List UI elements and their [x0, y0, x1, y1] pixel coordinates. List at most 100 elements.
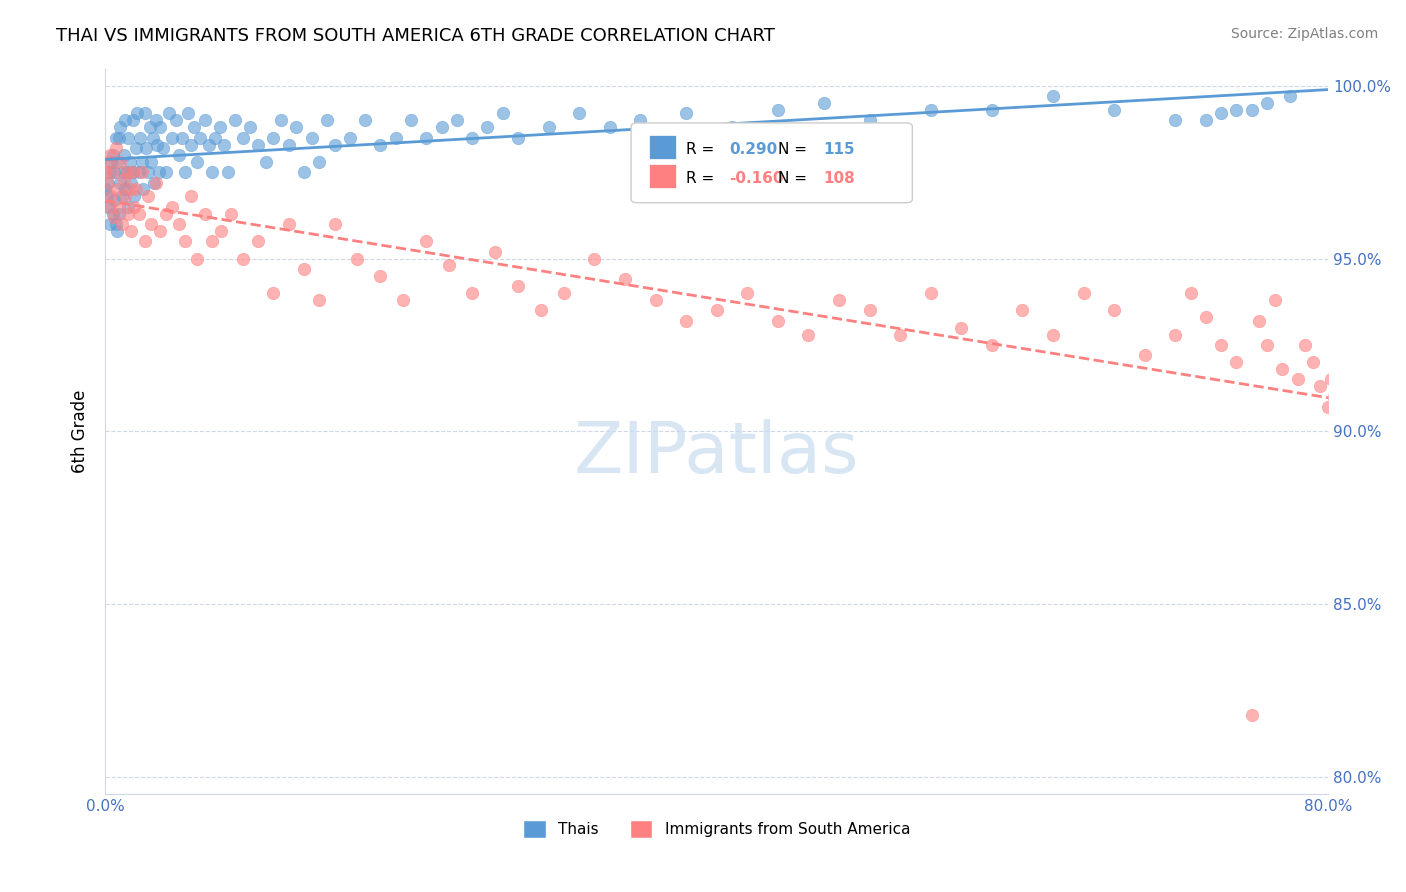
Y-axis label: 6th Grade: 6th Grade: [72, 390, 89, 473]
Point: [384, 130, 406, 145]
Point: [1286, 372, 1309, 386]
Point: [980, 103, 1002, 117]
Point: [232, 130, 254, 145]
Point: [121, 165, 143, 179]
Point: [112, 165, 135, 179]
Point: [675, 314, 697, 328]
Point: [583, 252, 606, 266]
Point: [323, 137, 346, 152]
Point: [131, 165, 153, 179]
Point: [308, 293, 330, 307]
Point: [1164, 327, 1187, 342]
Point: [208, 120, 231, 135]
Point: [1331, 407, 1354, 421]
Point: [96, 176, 118, 190]
Point: [104, 217, 127, 231]
Point: [1326, 407, 1348, 421]
Point: [118, 182, 141, 196]
Text: N =: N =: [778, 143, 811, 157]
Point: [392, 293, 415, 307]
Point: [155, 165, 177, 179]
Point: [139, 217, 162, 231]
Text: ZIPatlas: ZIPatlas: [574, 418, 859, 488]
Point: [107, 224, 129, 238]
Point: [117, 200, 139, 214]
Point: [101, 206, 124, 220]
Point: [1271, 362, 1294, 376]
Point: [121, 113, 143, 128]
Point: [170, 130, 193, 145]
Point: [201, 165, 224, 179]
Point: [415, 130, 437, 145]
Point: [177, 106, 200, 120]
Point: [1195, 113, 1218, 128]
Point: [183, 120, 205, 135]
Point: [430, 120, 453, 135]
Point: [437, 259, 460, 273]
Point: [262, 286, 284, 301]
Point: [128, 165, 150, 179]
Point: [354, 113, 377, 128]
Point: [209, 224, 232, 238]
Point: [1302, 355, 1324, 369]
Point: [446, 113, 468, 128]
Point: [1256, 96, 1278, 111]
Point: [315, 113, 337, 128]
Point: [111, 189, 134, 203]
Point: [217, 165, 239, 179]
Point: [201, 234, 224, 248]
Point: [1225, 103, 1247, 117]
Point: [97, 176, 120, 190]
Point: [103, 210, 125, 224]
Point: [735, 286, 758, 301]
Point: [1347, 396, 1369, 410]
Point: [1278, 89, 1301, 103]
Point: [813, 96, 835, 111]
Point: [1329, 383, 1351, 397]
Point: [599, 120, 621, 135]
Point: [270, 113, 292, 128]
Point: [149, 224, 172, 238]
Point: [127, 106, 149, 120]
Point: [858, 113, 880, 128]
Point: [148, 165, 170, 179]
Legend: Thais, Immigrants from South America: Thais, Immigrants from South America: [517, 814, 917, 845]
Point: [1317, 400, 1340, 414]
Point: [98, 165, 121, 179]
Point: [143, 176, 166, 190]
Text: -0.160: -0.160: [728, 171, 783, 186]
Point: [101, 148, 124, 162]
Point: [506, 279, 529, 293]
Point: [111, 217, 134, 231]
Point: [1102, 103, 1125, 117]
Point: [292, 261, 315, 276]
Point: [194, 206, 217, 220]
Point: [1344, 424, 1367, 438]
Point: [204, 130, 226, 145]
Point: [103, 193, 125, 207]
Point: [415, 234, 437, 248]
Point: [1400, 431, 1406, 445]
Point: [110, 176, 132, 190]
Point: [1133, 348, 1156, 362]
Point: [115, 165, 138, 179]
Text: 115: 115: [823, 143, 855, 157]
Point: [1102, 303, 1125, 318]
Point: [134, 234, 156, 248]
Point: [492, 106, 515, 120]
Point: [285, 120, 308, 135]
Point: [125, 182, 148, 196]
Point: [117, 130, 139, 145]
Point: [370, 268, 392, 283]
Point: [101, 165, 124, 179]
Point: [292, 165, 315, 179]
Point: [214, 137, 236, 152]
Point: [1256, 338, 1278, 352]
Point: [180, 137, 202, 152]
Point: [889, 327, 911, 342]
Point: [1211, 106, 1233, 120]
Point: [103, 165, 125, 179]
Point: [224, 113, 246, 128]
Point: [167, 217, 190, 231]
Text: R =: R =: [686, 143, 720, 157]
